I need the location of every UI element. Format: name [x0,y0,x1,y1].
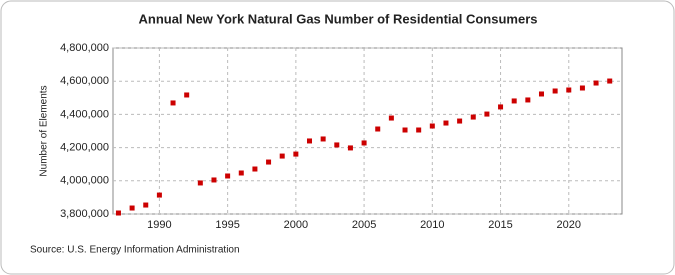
x-tick-label: 1990 [147,219,171,231]
x-tick-label: 2020 [557,219,581,231]
point [279,153,285,159]
x-tick-label: 2000 [284,219,308,231]
point [538,91,544,97]
point [566,87,572,93]
point [498,104,504,110]
plot-area [112,47,623,215]
point [320,136,326,142]
point [457,118,463,124]
point [443,120,449,126]
point [375,126,381,132]
point [252,166,258,172]
point [197,180,203,186]
point [184,92,190,98]
y-tick-label: 4,200,000 [60,142,109,154]
point [143,202,149,208]
point [293,151,299,157]
point [307,138,313,144]
point [156,192,162,198]
point [402,127,408,133]
point [170,100,176,106]
point [429,123,435,129]
point [334,142,340,148]
y-tick-label: 3,800,000 [60,208,109,220]
x-tick-label: 1995 [215,219,239,231]
point [225,173,231,179]
y-tick-label: 4,400,000 [60,108,109,120]
point [416,127,422,133]
point [552,88,558,94]
chart-title: Annual New York Natural Gas Number of Re… [138,11,537,26]
source: Source: U.S. Energy Information Administ… [30,245,240,256]
point [211,177,217,183]
point [511,98,517,104]
y-tick-label: 4,800,000 [60,42,109,54]
y-tick-label: 4,000,000 [60,175,109,187]
x-tick-label: 2005 [352,219,376,231]
point [347,145,353,151]
x-tick-label: 2010 [420,219,444,231]
point [266,159,272,165]
point [129,205,135,211]
point [593,80,599,86]
point [484,111,490,117]
x-tick-label: 2015 [488,219,512,231]
point [470,114,476,120]
point [525,97,531,103]
point [361,140,367,146]
y-tick-label: 4,600,000 [60,75,109,87]
point [607,78,613,84]
y-axis-label: Number of Elements [39,85,50,176]
point [238,170,244,176]
point [388,115,394,121]
point [579,85,585,91]
point [115,210,121,216]
